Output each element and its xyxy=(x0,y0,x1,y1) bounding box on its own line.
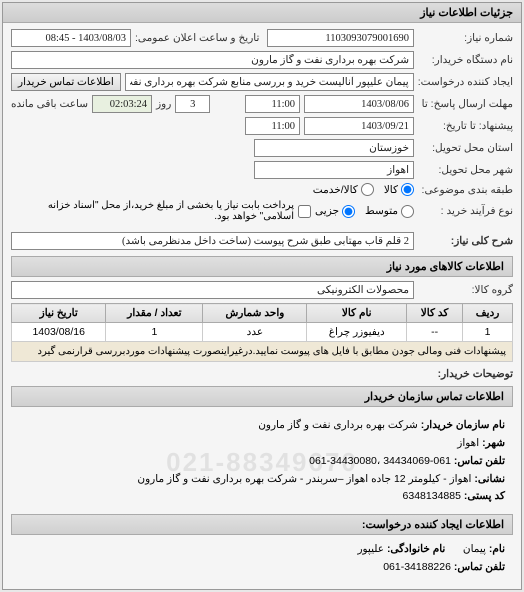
table-header-row: ردیف کد کالا نام کالا واحد شمارش تعداد /… xyxy=(12,304,513,323)
cell-code: -- xyxy=(407,323,463,342)
buyer-device-field[interactable] xyxy=(11,51,414,69)
request-creator-field[interactable] xyxy=(125,73,414,91)
req-phone-value: 34188226-061 xyxy=(383,561,451,573)
province-label: استان محل تحویل: xyxy=(418,142,513,154)
contact-city-label: شهر: xyxy=(482,437,505,449)
cell-row: 1 xyxy=(463,323,513,342)
contact-postal-value: 6348134885 xyxy=(403,490,461,502)
remaining-time-field xyxy=(92,95,152,113)
goods-group-field[interactable] xyxy=(11,281,414,299)
cell-name: دیفیوزر چراغ xyxy=(307,323,407,342)
col-code: کد کالا xyxy=(407,304,463,323)
validity-date-field[interactable] xyxy=(304,117,414,135)
form-body: شماره نیاز: تاریخ و ساعت اعلان عمومی: نا… xyxy=(3,23,521,589)
org-value: شرکت بهره برداری نفت و گاز مارون xyxy=(258,419,418,431)
contact-addr-value: اهواز - کیلومتر 12 جاده اهواز –سربندر - … xyxy=(137,473,471,485)
announce-dt-label: تاریخ و ساعت اعلان عمومی: xyxy=(135,32,259,44)
medium-radio[interactable] xyxy=(401,205,414,218)
goods-group-label: گروه کالا: xyxy=(418,284,513,296)
contact-section-title: اطلاعات تماس سازمان خریدار xyxy=(11,386,513,407)
general-title-label: شرح کلی نیاز: xyxy=(418,235,513,247)
medium-radio-label[interactable]: متوسط xyxy=(365,205,414,218)
req-name-value: پیمان xyxy=(463,543,486,555)
buyer-device-label: نام دستگاه خریدار: xyxy=(418,54,513,66)
deadline-time-field[interactable] xyxy=(245,95,300,113)
buyer-notes-label: توضیحات خریدار: xyxy=(418,368,513,380)
panel-title: جزئیات اطلاعات نیاز xyxy=(3,3,521,23)
deadline-label: مهلت ارسال پاسخ: تا xyxy=(418,98,513,110)
col-date: تاریخ نیاز xyxy=(12,304,106,323)
remaining-label: ساعت باقی مانده xyxy=(11,98,88,110)
general-title-field[interactable] xyxy=(11,232,414,250)
table-note-row: پیشنهادات فنی ومالی جودن مطابق با فایل ه… xyxy=(12,342,513,362)
req-family-label: نام خانوادگی: xyxy=(387,543,445,555)
requester-block: نام: پیمان نام خانوادگی: علیپور تلفن تما… xyxy=(11,539,513,583)
city-label: شهر محل تحویل: xyxy=(418,164,513,176)
goods-radio[interactable] xyxy=(401,183,414,196)
validity-time-field[interactable] xyxy=(245,117,300,135)
province-field[interactable] xyxy=(254,139,414,157)
col-row: ردیف xyxy=(463,304,513,323)
days-label: روز xyxy=(156,98,171,110)
purchase-desc-text: پرداخت بابت نیاز یا بخشی از مبلغ خرید،از… xyxy=(11,200,294,222)
cell-qty: 1 xyxy=(106,323,203,342)
request-no-field[interactable] xyxy=(267,29,414,47)
purchase-type-label: نوع فرآیند خرید : xyxy=(418,205,513,217)
col-name: نام کالا xyxy=(307,304,407,323)
announce-dt-field[interactable] xyxy=(11,29,131,47)
contact-city-value: اهواز xyxy=(457,437,479,449)
col-qty: تعداد / مقدار xyxy=(106,304,203,323)
org-label: نام سازمان خریدار: xyxy=(421,419,505,431)
goods-radio-label[interactable]: کالا xyxy=(384,183,414,196)
contact-phone-label: تلفن تماس: xyxy=(454,455,505,467)
req-phone-label: تلفن تماس: xyxy=(454,561,505,573)
contact-block: 021-88349670 نام سازمان خریدار: شرکت بهر… xyxy=(11,411,513,512)
details-panel: جزئیات اطلاعات نیاز شماره نیاز: تاریخ و … xyxy=(2,2,522,590)
partial-radio-label[interactable]: جزیی xyxy=(315,205,355,218)
request-creator-label: ایجاد کننده درخواست: xyxy=(418,76,513,88)
cell-unit: عدد xyxy=(203,323,307,342)
subject-class-label: طبقه بندی موضوعی: xyxy=(418,184,513,196)
table-row[interactable]: 1 -- دیفیوزر چراغ عدد 1 1403/08/16 xyxy=(12,323,513,342)
subject-radio-group: کالا کالا/خدمت xyxy=(313,183,414,196)
validity-label: پیشنهاد: تا تاریخ: xyxy=(418,120,513,132)
contact-postal-label: کد پستی: xyxy=(464,490,505,502)
goods-table: ردیف کد کالا نام کالا واحد شمارش تعداد /… xyxy=(11,303,513,362)
service-radio-label[interactable]: کالا/خدمت xyxy=(313,183,374,196)
treasury-checkbox[interactable] xyxy=(298,205,311,218)
goods-section-title: اطلاعات کالاهای مورد نیاز xyxy=(11,256,513,277)
req-family-value: علیپور xyxy=(357,543,384,555)
remaining-days-field xyxy=(175,95,210,113)
purchase-radio-group: متوسط جزیی xyxy=(315,205,414,218)
contact-phone-value: 061-34434069 ،34430080-061 xyxy=(309,455,451,467)
cell-date: 1403/08/16 xyxy=(12,323,106,342)
partial-radio[interactable] xyxy=(342,205,355,218)
deadline-date-field[interactable] xyxy=(304,95,414,113)
service-radio[interactable] xyxy=(361,183,374,196)
request-no-label: شماره نیاز: xyxy=(418,32,513,44)
buyer-contact-button[interactable]: اطلاعات تماس خریدار xyxy=(11,73,121,91)
contact-addr-label: نشانی: xyxy=(474,473,505,485)
table-note-text: پیشنهادات فنی ومالی جودن مطابق با فایل ه… xyxy=(12,342,513,362)
city-field[interactable] xyxy=(254,161,414,179)
req-name-label: نام: xyxy=(489,543,505,555)
col-unit: واحد شمارش xyxy=(203,304,307,323)
requester-section-title: اطلاعات ایجاد کننده درخواست: xyxy=(11,514,513,535)
